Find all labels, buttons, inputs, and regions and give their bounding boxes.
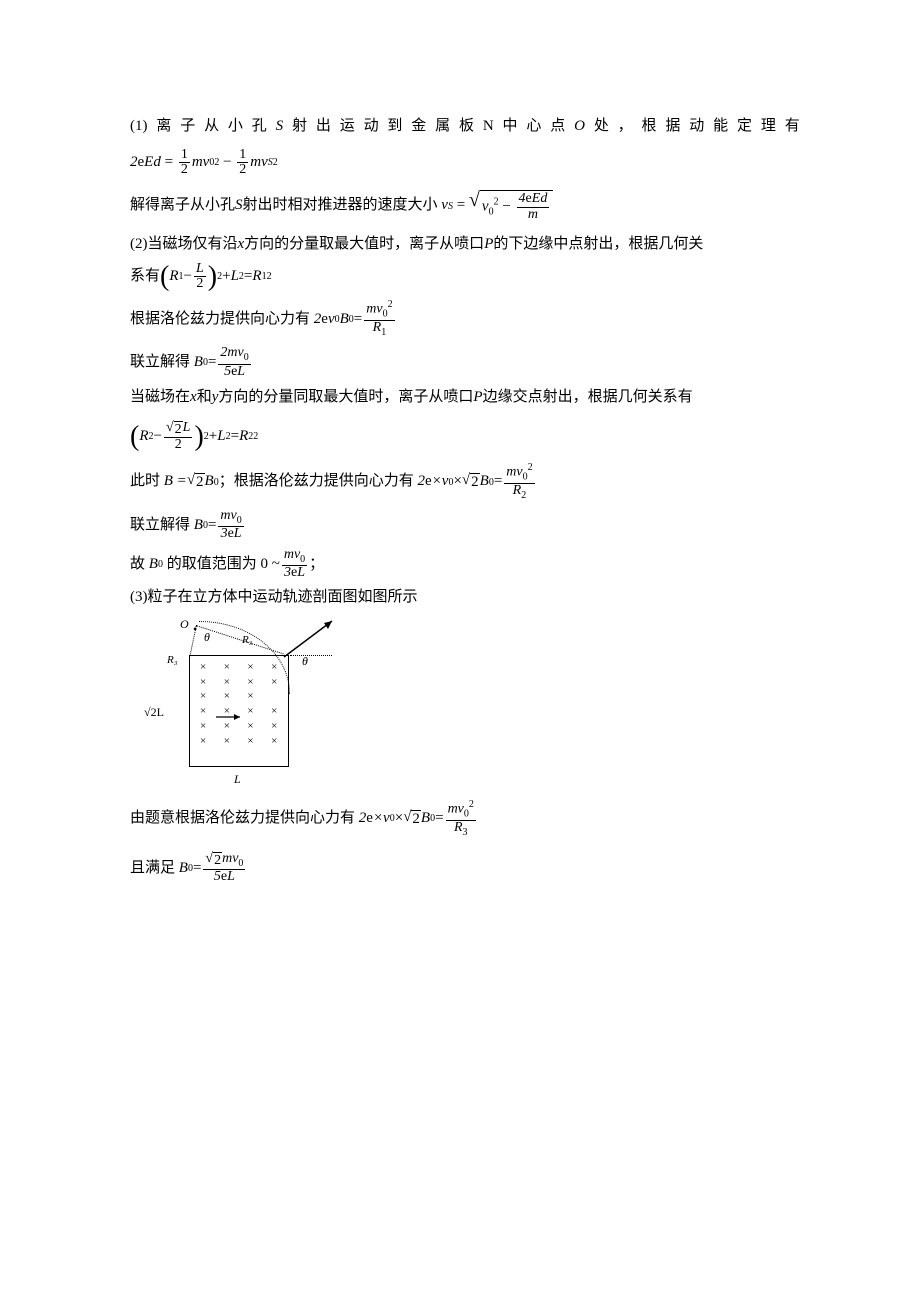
c: 能 [713, 114, 728, 140]
c: 心 [526, 114, 541, 140]
t: 故 [130, 552, 145, 578]
paragraph-6: 联立解得 B0 = 2mv05eL [130, 346, 800, 379]
var-P: P [473, 385, 482, 411]
c: S [276, 114, 284, 140]
t: 由题意根据洛伦兹力提供向心力有 [130, 806, 355, 832]
paragraph-9: 联立解得 B0 = mv03eL [130, 509, 800, 542]
exit-arrow-icon [282, 615, 342, 660]
eq-1: 2eEd = 12 mv02 − 12 mvS2 [130, 148, 800, 178]
c: 子 [180, 114, 195, 140]
paragraph-4: 系有 ( R1 − L2 )2 + L2 = R12 [130, 262, 800, 292]
c: N [483, 114, 494, 140]
t: 的取值范围为 [167, 552, 257, 578]
paragraph-2: 解得离子从小孔 S 射出时相对推进器的速度大小 vS = √ v02 − 4eE… [130, 190, 800, 222]
trajectory-diagram: O • θ R₃ R₃ √2L L θ × × × × × × × × × × … [144, 617, 344, 792]
lbl-R3-left: R₃ [167, 651, 178, 670]
t: 且满足 [130, 856, 175, 882]
c: 据 [665, 114, 680, 140]
c: ， [618, 114, 633, 140]
lbl-L: L [234, 769, 241, 789]
paragraph-3: (2)当磁场仅有沿 x 方向的分量取最大值时，离子从喷口 P 的下边缘中点射出，… [130, 232, 800, 258]
c: 中 [503, 114, 518, 140]
lbl-sqrt2L: √2L [144, 702, 164, 722]
c: 动 [689, 114, 704, 140]
t: 射出时相对推进器的速度大小 [243, 193, 438, 219]
t: 边缘交点射出，根据几何关系有 [483, 385, 693, 411]
c: (1) [130, 114, 148, 140]
paragraph-8: 此时 B = √2 B0 ；根据洛伦兹力提供向心力有 2e×v0× √2 B0 … [130, 463, 800, 501]
t: ；根据洛伦兹力提供向心力有 [219, 469, 414, 495]
c: 小 [228, 114, 243, 140]
c: 板 [459, 114, 474, 140]
paragraph-5: 根据洛伦兹力提供向心力有 2ev0 B0 = mv02R1 [130, 300, 800, 338]
t: 根据洛伦兹力提供向心力有 [130, 307, 310, 333]
mid-arrow-icon [216, 709, 246, 729]
paragraph-12: 由题意根据洛伦兹力提供向心力有 2e×v0× √2 B0 = mv02R3 [130, 800, 800, 838]
var-P: P [484, 232, 493, 258]
c: 有 [785, 114, 800, 140]
c: 孔 [252, 114, 267, 140]
t: ； [309, 552, 324, 578]
c: 金 [411, 114, 426, 140]
c: 属 [435, 114, 450, 140]
c: 定 [737, 114, 752, 140]
paragraph-1: (1) 离 子 从 小 孔 S 射 出 运 动 到 金 属 板 N 中 心 点 … [130, 114, 800, 140]
t: 联立解得 [130, 513, 190, 539]
lbl-O: O [180, 614, 189, 634]
paragraph-7: 当磁场在 x 和 y 方向的分量同取最大值时，离子从喷口 P 边缘交点射出，根据… [130, 385, 800, 411]
c: 离 [156, 114, 171, 140]
c: 出 [316, 114, 331, 140]
var-y: y [212, 385, 219, 411]
c: 到 [387, 114, 402, 140]
eq-R2: ( R2 − √2L2 )2 + L2 = R22 [130, 421, 800, 453]
t: 和 [197, 385, 212, 411]
var-x: x [238, 232, 245, 258]
c: 射 [292, 114, 307, 140]
c: 理 [761, 114, 776, 140]
c: O [574, 114, 585, 140]
c: 运 [340, 114, 355, 140]
p1-spread: (1) 离 子 从 小 孔 S 射 出 运 动 到 金 属 板 N 中 心 点 … [130, 114, 800, 140]
c: 处 [594, 114, 609, 140]
t: 当磁场在 [130, 385, 190, 411]
t: 联立解得 [130, 350, 190, 376]
t: 此时 [130, 469, 160, 495]
c: 点 [550, 114, 565, 140]
t: 方向的分量同取最大值时，离子从喷口 [218, 385, 473, 411]
t: (2)当磁场仅有沿 [130, 232, 238, 258]
paragraph-11: (3)粒子在立方体中运动轨迹剖面图如图所示 [130, 585, 800, 611]
c: 根 [642, 114, 657, 140]
var-S: S [235, 193, 243, 219]
t: (3)粒子在立方体中运动轨迹剖面图如图所示 [130, 585, 418, 611]
paragraph-13: 且满足 B0 = √2mv0 5eL [130, 852, 800, 885]
t: 解得离子从小孔 [130, 193, 235, 219]
t: 方向的分量取最大值时，离子从喷口 [244, 232, 484, 258]
t: 系有 [130, 264, 160, 290]
var-x: x [190, 385, 197, 411]
paragraph-10: 故 B0 的取值范围为 0 ~ mv03eL ； [130, 548, 800, 581]
c: 动 [364, 114, 379, 140]
t: 的下边缘中点射出，根据几何关 [493, 232, 703, 258]
c: 从 [204, 114, 219, 140]
